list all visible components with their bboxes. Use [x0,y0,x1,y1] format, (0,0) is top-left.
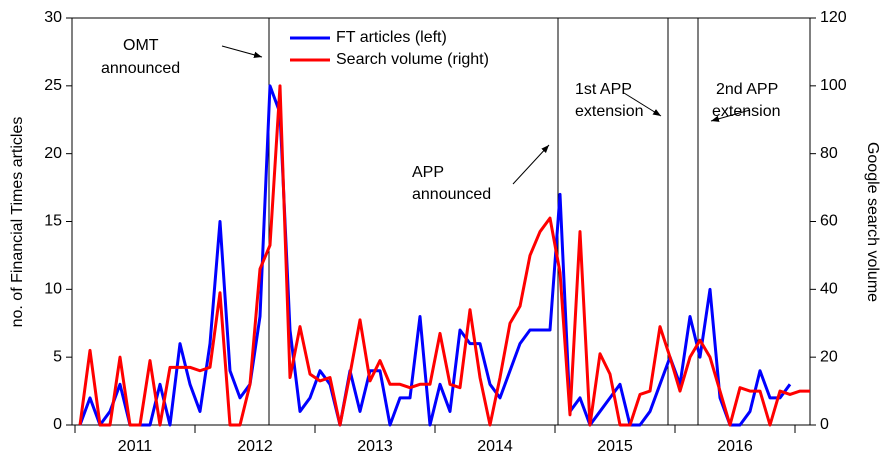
y-axis-label: no. of Financial Times articles [9,117,26,328]
y2-tick-label: 40 [820,281,838,298]
x-tick-label: 2014 [477,438,513,455]
y-tick-label: 5 [53,348,62,365]
y2-tick-label: 0 [820,416,829,433]
y2-tick-label: 100 [820,77,847,94]
y2-axis-label: Google search volume [864,142,881,302]
arrow [710,109,751,122]
annotation: APP [412,164,444,181]
y-tick-label: 0 [53,416,62,433]
annotation: announced [412,186,491,203]
x-tick-label: 2011 [118,438,153,455]
plot-frame [71,17,811,426]
y-tick-label: 30 [44,9,62,26]
y2-tick-label: 120 [820,9,847,26]
x-tick-label: 2012 [237,438,273,455]
series-line [78,84,810,427]
arrows [221,45,751,185]
y2-tick-label: 20 [820,348,838,365]
y2-tick-label: 80 [820,145,838,162]
arrow [623,92,662,117]
annotation: announced [101,60,180,77]
y-tick-label: 15 [44,213,62,230]
y-tick-label: 25 [44,77,62,94]
annotation: OMT [123,37,159,54]
legend-label: FT articles (left) [336,29,447,46]
x-tick-label: 2013 [357,438,393,455]
y2-tick-label: 60 [820,213,838,230]
annotation: 1st APP [575,81,632,98]
arrow [512,144,550,185]
y-tick-label: 10 [44,281,62,298]
y-tick-label: 20 [44,145,62,162]
arrow [221,45,263,58]
annotation: extension [712,103,781,120]
x-tick-label: 2016 [717,438,753,455]
annotation: 2nd APP [716,81,778,98]
annotation: extension [575,103,644,120]
x-tick-label: 2015 [597,438,633,455]
legend-label: Search volume (right) [336,51,489,68]
event-lines [268,18,699,425]
